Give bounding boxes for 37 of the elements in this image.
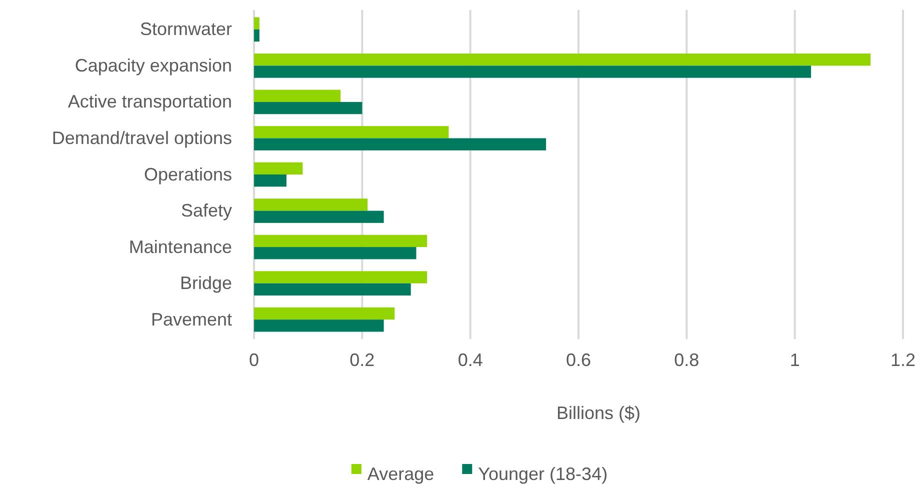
y-tick-label: Bridge xyxy=(180,273,232,294)
bar xyxy=(254,210,384,223)
bar xyxy=(254,162,303,174)
bar xyxy=(254,198,368,211)
legend-label: Average xyxy=(367,464,434,484)
bar xyxy=(254,271,428,284)
y-tick-label: Maintenance xyxy=(128,236,232,257)
bar xyxy=(254,138,546,150)
x-axis-title: Billions ($) xyxy=(556,403,641,423)
y-tick-label: Capacity expansion xyxy=(74,55,232,76)
bar xyxy=(254,66,812,78)
bar xyxy=(254,126,449,138)
y-tick-label: Safety xyxy=(180,200,232,221)
y-tick-label: Operations xyxy=(144,164,232,184)
bar xyxy=(254,247,416,260)
bar xyxy=(254,17,260,30)
x-tick-label: 0.6 xyxy=(566,350,592,370)
bar xyxy=(254,283,411,296)
y-tick-label: Active transportation xyxy=(68,92,232,112)
bar xyxy=(254,307,395,320)
x-tick-label: 1.2 xyxy=(890,350,916,370)
bar xyxy=(254,234,428,248)
x-tick-label: 0.2 xyxy=(350,350,375,370)
y-tick-label: Demand/travel options xyxy=(52,128,232,148)
bar xyxy=(254,102,362,114)
bar xyxy=(254,29,260,42)
bar xyxy=(254,90,341,102)
y-tick-label: Stormwater xyxy=(140,19,232,40)
x-tick-label: 1 xyxy=(790,350,800,370)
bar xyxy=(254,320,384,332)
legend-label: Younger (18-34) xyxy=(478,464,608,484)
x-tick-label: 0 xyxy=(248,350,260,370)
bar xyxy=(254,174,286,187)
y-tick-label: Pavement xyxy=(150,309,232,330)
x-tick-label: 0.4 xyxy=(458,350,483,370)
x-tick-label: 0.8 xyxy=(674,350,700,370)
bar xyxy=(254,54,871,66)
